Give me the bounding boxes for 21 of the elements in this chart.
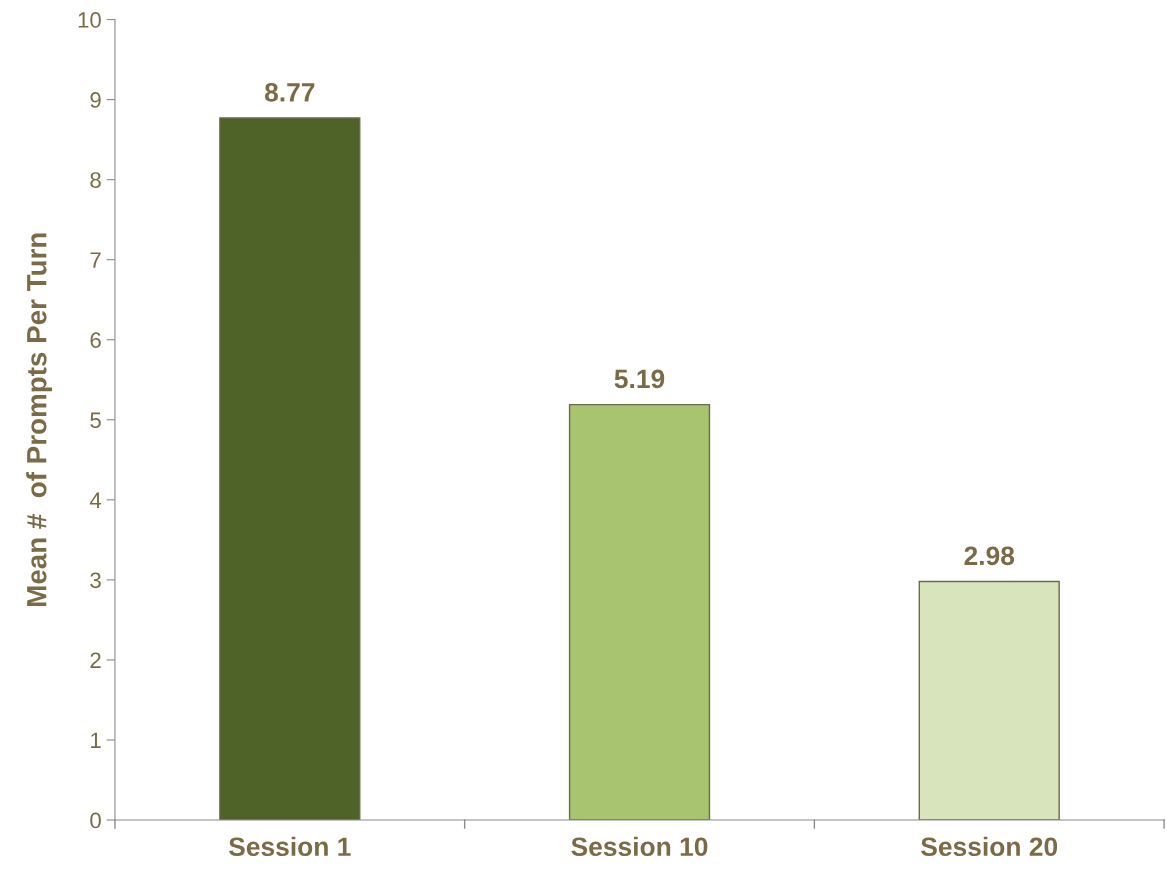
y-tick-label: 4	[89, 492, 102, 508]
y-tick-label: 2	[90, 652, 101, 668]
y-tick-label: 8	[90, 172, 101, 188]
x-tick-label: Session 20	[921, 836, 1058, 857]
y-tick-label: 3	[90, 572, 101, 589]
y-tick-label: 6	[90, 332, 101, 348]
bar	[219, 117, 361, 821]
bar	[568, 403, 711, 821]
bar	[918, 580, 1060, 821]
x-tick-label: Session 1	[228, 836, 351, 857]
data-label: 2.98	[964, 546, 1015, 566]
y-tick-label: 5	[90, 412, 101, 429]
y-axis-title: Mean # of Prompts Per Turn	[26, 233, 53, 606]
y-tick-label: 1	[91, 732, 101, 749]
y-tick-label: 0	[90, 812, 101, 829]
y-tick-label: 9	[90, 92, 101, 108]
y-tick-label: 10	[78, 12, 101, 28]
x-tick-label: Session 10	[571, 836, 708, 857]
data-label: 8.77	[264, 82, 315, 102]
y-tick-label: 7	[90, 252, 101, 268]
data-label: 5.19	[614, 369, 665, 389]
